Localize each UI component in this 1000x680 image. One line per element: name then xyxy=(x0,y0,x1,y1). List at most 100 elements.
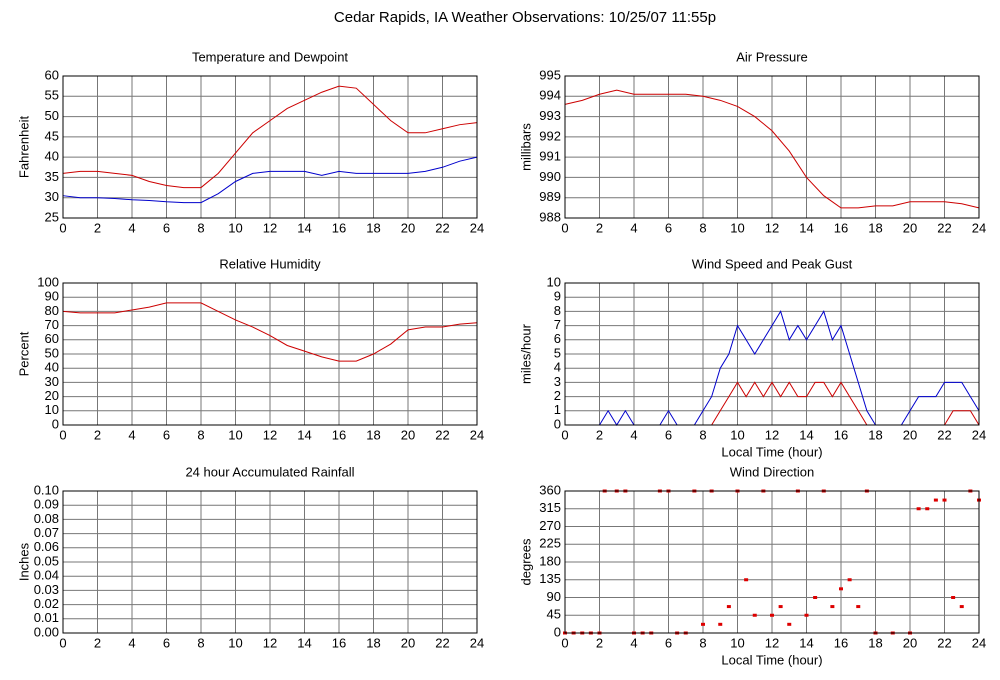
chart-title: Relative Humidity xyxy=(219,256,321,271)
x-tick-label: 12 xyxy=(765,427,779,442)
x-tick-label: 10 xyxy=(730,635,744,650)
y-tick-label: 0.05 xyxy=(34,553,59,568)
y-tick-label: 0.08 xyxy=(34,511,59,526)
x-tick-label: 8 xyxy=(197,427,204,442)
y-axis-label: Percent xyxy=(16,331,31,376)
y-tick-label: 315 xyxy=(539,500,561,515)
y-tick-label: 225 xyxy=(539,536,561,551)
y-tick-label: 90 xyxy=(547,589,561,604)
data-point xyxy=(933,498,938,502)
y-tick-label: 100 xyxy=(37,274,59,289)
x-tick-label: 20 xyxy=(903,220,917,235)
y-tick-label: 8 xyxy=(554,303,561,318)
data-point xyxy=(916,507,921,511)
y-tick-label: 991 xyxy=(539,149,561,164)
x-tick-label: 0 xyxy=(59,635,66,650)
x-tick-label: 8 xyxy=(699,220,706,235)
y-tick-label: 989 xyxy=(539,189,561,204)
x-tick-label: 4 xyxy=(128,635,135,650)
y-tick-label: 9 xyxy=(554,289,561,304)
y-tick-label: 60 xyxy=(45,67,59,82)
y-tick-label: 4 xyxy=(554,360,561,375)
x-tick-label: 14 xyxy=(799,220,813,235)
x-tick-label: 6 xyxy=(163,220,170,235)
y-tick-label: 988 xyxy=(539,209,561,224)
data-point xyxy=(718,622,723,626)
y-tick-label: 60 xyxy=(45,331,59,346)
data-line xyxy=(62,85,478,189)
x-tick-label: 16 xyxy=(834,635,848,650)
y-tick-label: 360 xyxy=(539,482,561,497)
x-tick-label: 4 xyxy=(630,635,637,650)
x-tick-label: 16 xyxy=(332,427,346,442)
x-tick-label: 8 xyxy=(699,635,706,650)
y-tick-label: 0.06 xyxy=(34,539,59,554)
data-point xyxy=(830,605,835,609)
x-tick-label: 0 xyxy=(561,635,568,650)
x-tick-label: 10 xyxy=(228,427,242,442)
x-tick-label: 14 xyxy=(799,427,813,442)
y-tick-label: 0.09 xyxy=(34,497,59,512)
x-tick-label: 12 xyxy=(263,220,277,235)
y-tick-label: 40 xyxy=(45,149,59,164)
data-point xyxy=(951,596,956,599)
x-tick-label: 22 xyxy=(937,635,951,650)
y-tick-label: 1 xyxy=(554,402,561,417)
x-tick-label: 16 xyxy=(834,220,848,235)
y-tick-label: 45 xyxy=(45,128,59,143)
x-tick-label: 20 xyxy=(401,635,415,650)
x-tick-label: 12 xyxy=(765,635,779,650)
y-tick-label: 270 xyxy=(539,518,561,533)
x-tick-label: 2 xyxy=(596,220,603,235)
data-point xyxy=(726,605,731,609)
x-tick-label: 16 xyxy=(834,427,848,442)
y-tick-label: 0.00 xyxy=(34,624,59,639)
x-tick-label: 2 xyxy=(596,635,603,650)
chart-title: 24 hour Accumulated Rainfall xyxy=(185,464,354,479)
y-tick-label: 995 xyxy=(539,67,561,82)
x-tick-label: 12 xyxy=(263,635,277,650)
y-tick-label: 5 xyxy=(554,345,561,360)
data-point xyxy=(770,613,774,617)
y-axis-label: millibars xyxy=(518,123,533,171)
y-tick-label: 70 xyxy=(45,317,59,332)
y-tick-label: 2 xyxy=(554,388,561,403)
x-tick-label: 12 xyxy=(765,220,779,235)
y-axis-label: Inches xyxy=(16,542,31,581)
y-tick-label: 25 xyxy=(45,209,59,224)
data-point xyxy=(959,605,964,609)
x-tick-label: 10 xyxy=(228,635,242,650)
x-tick-label: 10 xyxy=(228,220,242,235)
y-tick-label: 40 xyxy=(45,360,59,375)
y-tick-label: 10 xyxy=(45,402,59,417)
x-tick-label: 2 xyxy=(596,427,603,442)
x-tick-label: 16 xyxy=(332,635,346,650)
x-tick-label: 2 xyxy=(94,635,101,650)
y-tick-label: 45 xyxy=(547,607,561,622)
data-point xyxy=(701,622,705,626)
x-tick-label: 20 xyxy=(903,427,917,442)
y-tick-label: 0.10 xyxy=(34,482,59,497)
data-point xyxy=(778,605,783,609)
data-point xyxy=(804,613,809,617)
y-tick-label: 6 xyxy=(554,331,561,346)
y-tick-label: 180 xyxy=(539,553,561,568)
x-tick-label: 18 xyxy=(366,427,380,442)
main-title: Cedar Rapids, IA Weather Observations: 1… xyxy=(334,9,716,26)
data-point xyxy=(744,578,749,582)
x-axis-label: Local Time (hour) xyxy=(721,444,822,459)
x-tick-label: 20 xyxy=(401,427,415,442)
y-tick-label: 55 xyxy=(45,88,59,103)
x-tick-label: 0 xyxy=(561,427,568,442)
data-line xyxy=(62,302,478,362)
x-tick-label: 8 xyxy=(197,635,204,650)
x-tick-label: 18 xyxy=(868,220,882,235)
x-tick-label: 22 xyxy=(937,427,951,442)
x-tick-label: 6 xyxy=(163,635,170,650)
x-tick-label: 18 xyxy=(366,635,380,650)
chart-title: Temperature and Dewpoint xyxy=(192,49,348,64)
y-tick-label: 0.07 xyxy=(34,525,59,540)
x-tick-label: 10 xyxy=(730,220,744,235)
y-tick-label: 994 xyxy=(539,88,561,103)
